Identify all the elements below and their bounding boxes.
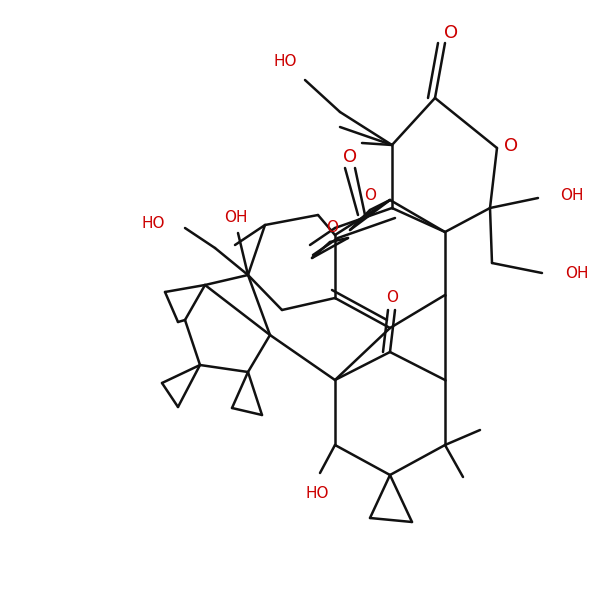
Text: HO: HO [142,215,165,230]
Text: O: O [343,148,357,166]
Text: O: O [504,137,518,155]
Text: HO: HO [305,485,329,500]
Text: O: O [386,289,398,304]
Text: HO: HO [274,55,297,70]
Text: O: O [326,220,338,235]
Text: O: O [364,187,376,202]
Text: OH: OH [560,188,583,203]
Text: OH: OH [565,265,589,280]
Text: OH: OH [224,209,248,224]
Text: O: O [444,24,458,42]
